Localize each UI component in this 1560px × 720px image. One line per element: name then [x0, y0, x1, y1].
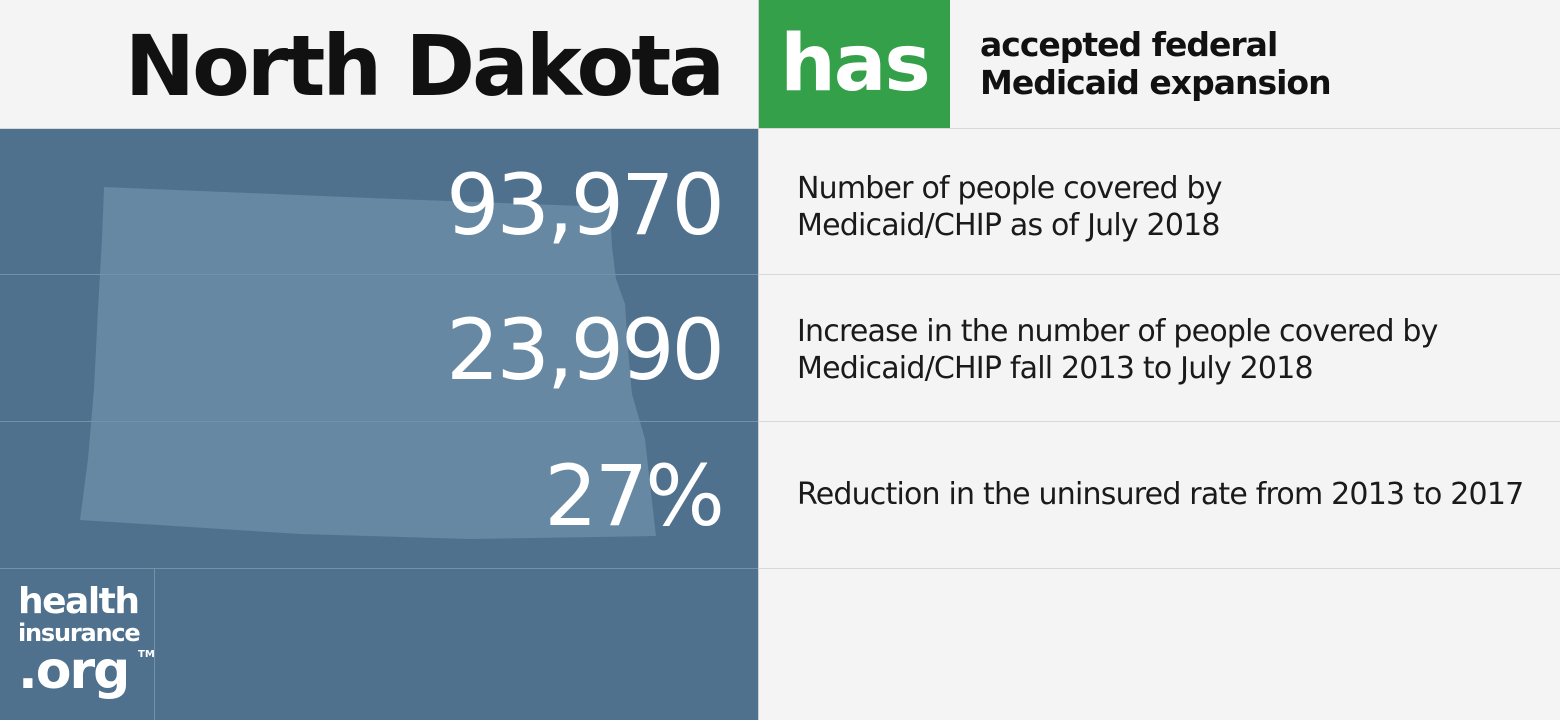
logo-line-3: .org — [18, 641, 130, 701]
status-badge: has — [759, 0, 950, 128]
stats-panel — [0, 129, 759, 720]
status-description: accepted federal Medicaid expansion — [980, 26, 1540, 102]
logo-line-2: insurance — [18, 619, 141, 647]
column-divider — [758, 0, 759, 720]
header-row: North Dakota has accepted federal Medica… — [0, 0, 1560, 129]
stat-value-covered: 93,970 — [446, 156, 725, 254]
row-divider — [0, 421, 759, 422]
row-divider — [759, 421, 1560, 422]
status-line-1: accepted federal — [980, 25, 1278, 64]
north-dakota-map-icon — [80, 187, 656, 539]
description-panel — [759, 129, 1560, 720]
logo-line-1: health — [18, 581, 140, 622]
stat-desc-line: Number of people covered by — [797, 171, 1223, 206]
stat-value-increase: 23,990 — [446, 301, 725, 399]
row-divider — [759, 274, 1560, 275]
stat-desc-increase: Increase in the number of people covered… — [797, 313, 1537, 387]
status-line-2: Medicaid expansion — [980, 63, 1332, 102]
stat-value-reduction: 27% — [544, 447, 725, 545]
logo-container: health insurance .org TM — [0, 569, 155, 720]
state-name: North Dakota — [124, 17, 725, 115]
healthinsurance-logo: health insurance .org TM — [18, 581, 155, 701]
row-divider — [759, 568, 1560, 569]
stat-desc-reduction: Reduction in the uninsured rate from 201… — [797, 476, 1537, 513]
logo-trademark: TM — [138, 649, 155, 660]
stat-desc-line: Reduction in the uninsured rate from 201… — [797, 477, 1524, 512]
stat-desc-line: Increase in the number of people covered… — [797, 314, 1438, 349]
row-divider — [0, 568, 759, 569]
stat-desc-covered: Number of people covered by Medicaid/CHI… — [797, 170, 1537, 244]
stat-desc-line: Medicaid/CHIP fall 2013 to July 2018 — [797, 351, 1314, 386]
row-divider — [0, 274, 759, 275]
stat-desc-line: Medicaid/CHIP as of July 2018 — [797, 208, 1221, 243]
